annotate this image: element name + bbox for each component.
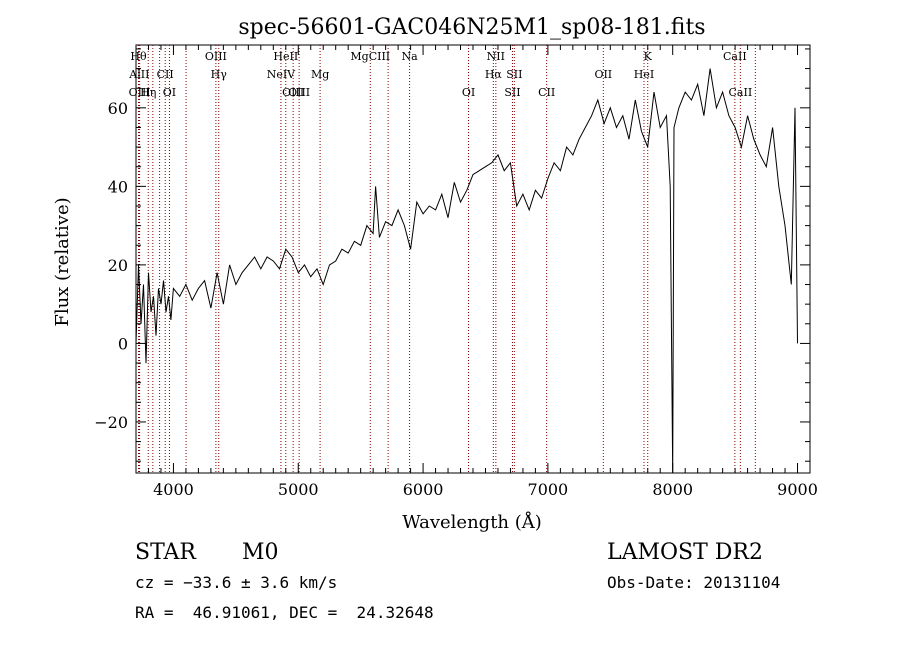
line-label: SII	[506, 68, 522, 81]
line-label: NII	[487, 50, 505, 63]
redshift-cz: cz = −33.6 ± 3.6 km/s	[135, 573, 338, 592]
line-label: Hθ	[130, 50, 147, 63]
line-label: HeI	[634, 68, 654, 81]
subclass: M0	[242, 540, 279, 565]
x-axis-ticks: 4000 5000 6000 7000 8000 9000	[135, 45, 818, 499]
line-label: Hα	[485, 68, 503, 81]
observation-date: Obs-Date: 20131104	[607, 573, 781, 592]
chart-title: spec-56601-GAC046N25M1_sp08-181.fits	[238, 15, 705, 40]
line-label: OII	[594, 68, 612, 81]
x-tick-label: 6000	[403, 480, 444, 499]
y-tick-label: 40	[108, 177, 128, 196]
line-label: MgCIII	[350, 50, 390, 63]
line-label: OIII	[282, 86, 304, 99]
line-label: CaII	[729, 86, 753, 99]
line-label: CaII	[723, 50, 747, 63]
y-axis-ticks: −20 0 20 40 60	[94, 48, 810, 462]
emission-line-markers	[137, 45, 756, 473]
y-tick-label: 0	[118, 334, 128, 353]
x-tick-label: 4000	[153, 480, 194, 499]
x-tick-label: 7000	[528, 480, 569, 499]
line-label: OIII	[288, 86, 310, 99]
spectrum-line	[135, 68, 798, 474]
plot-frame	[135, 44, 811, 474]
line-label: OIII	[129, 86, 151, 99]
x-tick-label: 5000	[278, 480, 319, 499]
line-label: NeIV	[267, 68, 296, 81]
line-label: Mg	[311, 68, 329, 81]
line-label: OI	[163, 86, 176, 99]
line-label: CII	[157, 68, 174, 81]
y-tick-label: −20	[94, 413, 128, 432]
survey-name: LAMOST DR2	[607, 540, 763, 565]
object-class: STAR	[135, 540, 196, 565]
x-axis-label: Wavelength (Å)	[402, 511, 542, 533]
line-label: Hη	[140, 86, 156, 99]
line-label: Na	[402, 50, 419, 63]
line-label: Hγ	[211, 68, 228, 81]
line-label: AlII	[128, 68, 149, 81]
y-axis-label: Flux (relative)	[52, 197, 73, 326]
line-label: SII	[504, 86, 520, 99]
coordinates: RA = 46.91061, DEC = 24.32648	[135, 603, 434, 622]
x-tick-label: 9000	[777, 480, 818, 499]
line-label: CII	[538, 86, 555, 99]
x-tick-label: 8000	[652, 480, 693, 499]
line-label: OI	[462, 86, 475, 99]
line-label: HeII	[273, 50, 298, 63]
y-tick-label: 60	[108, 99, 128, 118]
y-tick-label: 20	[108, 256, 128, 275]
line-label: OIII	[205, 50, 227, 63]
line-label: K	[644, 50, 653, 63]
